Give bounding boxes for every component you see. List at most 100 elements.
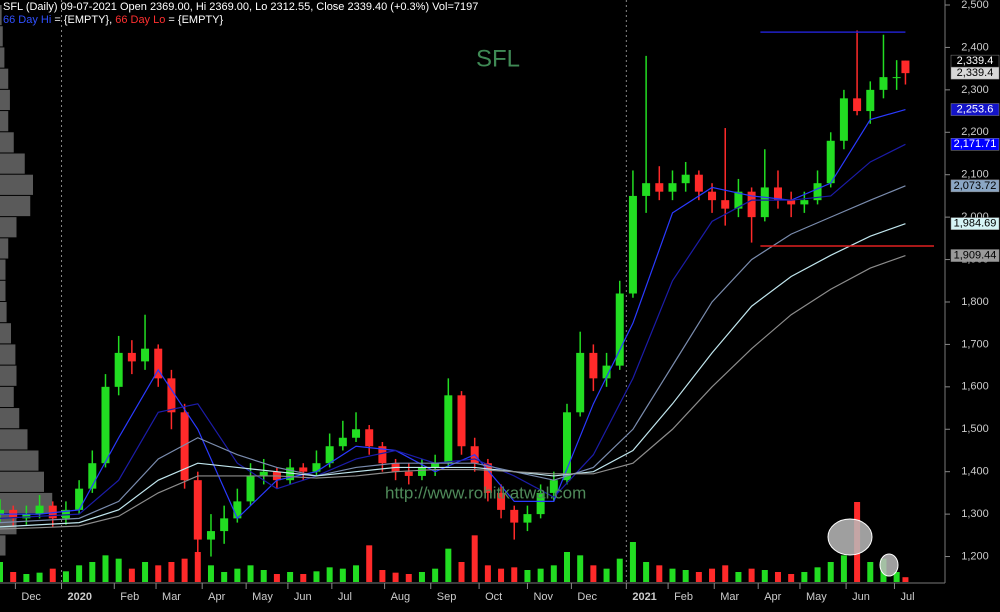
- volume-bar: [774, 572, 781, 582]
- volume-bar: [102, 555, 109, 582]
- y-tick-label: 2,200: [961, 126, 989, 138]
- volume-bar: [603, 568, 610, 582]
- candle-body: [813, 183, 822, 201]
- volume-profile-bar: [0, 259, 6, 280]
- candle-body: [48, 505, 57, 519]
- moving-average-line: [0, 223, 906, 528]
- x-tick-label: Nov: [533, 591, 553, 603]
- volume-profile-bar: [0, 5, 2, 26]
- x-tick-label: Apr: [208, 591, 225, 603]
- candle-body: [694, 174, 703, 192]
- candle-body: [510, 509, 519, 523]
- candle-body: [800, 200, 809, 205]
- volume-bar: [445, 548, 452, 582]
- volume-bar: [379, 570, 386, 582]
- candle-body: [141, 348, 150, 362]
- volume-profile-bar: [0, 301, 7, 323]
- price-marker: [950, 249, 1000, 262]
- volume-bar: [893, 572, 900, 582]
- volume-bar: [748, 568, 755, 582]
- volume-profile-bar: [0, 365, 17, 386]
- url-watermark: http://www.rohitkatwal.com: [385, 483, 586, 502]
- candle-body: [826, 140, 835, 184]
- volume-bar: [669, 568, 676, 582]
- volume-bar: [128, 568, 135, 582]
- indicator-name: 66 Day Hi: [3, 14, 51, 26]
- candle-body: [668, 183, 677, 192]
- volume-bar: [418, 572, 425, 582]
- candle-body: [193, 480, 202, 540]
- x-tick-label: Mar: [162, 591, 181, 603]
- y-tick-label: 1,700: [961, 338, 989, 350]
- volume-bar: [273, 574, 280, 582]
- candle-body: [404, 471, 413, 476]
- y-tick-label: 1,800: [961, 296, 989, 308]
- volume-bar: [682, 570, 689, 582]
- price-marker: [950, 217, 1000, 230]
- volume-bar: [23, 574, 30, 582]
- volume-bar: [181, 558, 188, 582]
- volume-bar: [287, 572, 294, 582]
- candle-body: [246, 475, 255, 502]
- x-tick-label: Jun: [294, 591, 312, 603]
- candle-body: [549, 480, 558, 493]
- volume-profile-bar: [0, 195, 31, 217]
- candle-body: [61, 509, 70, 519]
- volume-profile-bar: [0, 429, 28, 450]
- indicator-line: 66 Day Hi = {EMPTY}, 66 Day Lo = {EMPTY}: [3, 14, 223, 26]
- x-tick-label: Sep: [437, 591, 457, 603]
- candle-body: [892, 77, 901, 79]
- candle-body: [220, 518, 229, 532]
- volume-bar: [761, 570, 768, 582]
- x-tick-label: May: [806, 591, 827, 603]
- volume-bar: [168, 562, 175, 582]
- x-tick-label: May: [252, 591, 273, 603]
- candle-body: [101, 386, 110, 464]
- volume-bar: [511, 567, 518, 582]
- volume-profile-bar: [0, 217, 17, 238]
- candle-body: [444, 395, 453, 464]
- volume-bar: [801, 572, 808, 582]
- volume-bar: [234, 568, 241, 582]
- volume-bar: [366, 545, 373, 582]
- indicator-text: = {EMPTY},: [54, 14, 112, 26]
- candle-body: [286, 467, 295, 481]
- y-tick-label: 1,600: [961, 381, 989, 393]
- x-tick-label: Apr: [764, 591, 781, 603]
- highlight-circle: [827, 518, 873, 556]
- candle-body: [352, 429, 361, 438]
- volume-profile-bar: [0, 89, 10, 111]
- candle-body: [589, 352, 598, 379]
- candle-body: [114, 352, 123, 387]
- volume-bar: [247, 565, 254, 582]
- x-tick-label: Dec: [577, 591, 597, 603]
- volume-bar: [722, 565, 729, 582]
- volume-bar: [89, 562, 96, 582]
- volume-bar: [902, 577, 909, 582]
- price-marker: [950, 103, 1000, 116]
- candle-body: [866, 89, 875, 112]
- price-marker-label: 1,909.44: [954, 249, 997, 261]
- volume-profile-bar: [0, 280, 6, 301]
- x-tick-label: 2021: [632, 591, 656, 603]
- volume-profile-bar: [0, 323, 11, 344]
- x-tick-label: Jun: [852, 591, 870, 603]
- indicator-name: 66 Day Lo: [115, 14, 165, 26]
- price-marker: [950, 179, 1000, 193]
- candle-body: [22, 514, 31, 519]
- volume-bar: [484, 565, 491, 582]
- candle-body: [655, 183, 664, 192]
- volume-bar: [537, 568, 544, 582]
- candle-body: [681, 174, 690, 184]
- candle-body: [853, 98, 862, 112]
- price-marker-label: 2,073.72: [954, 180, 997, 192]
- candle-body: [312, 463, 321, 472]
- candle-body: [760, 187, 769, 218]
- price-marker-label: 2,339.4: [957, 55, 994, 67]
- volume-bar: [498, 568, 505, 582]
- volume-bar: [709, 568, 716, 582]
- volume-profile-bar: [0, 47, 5, 68]
- candle-body: [483, 463, 492, 493]
- candle-body: [457, 395, 466, 447]
